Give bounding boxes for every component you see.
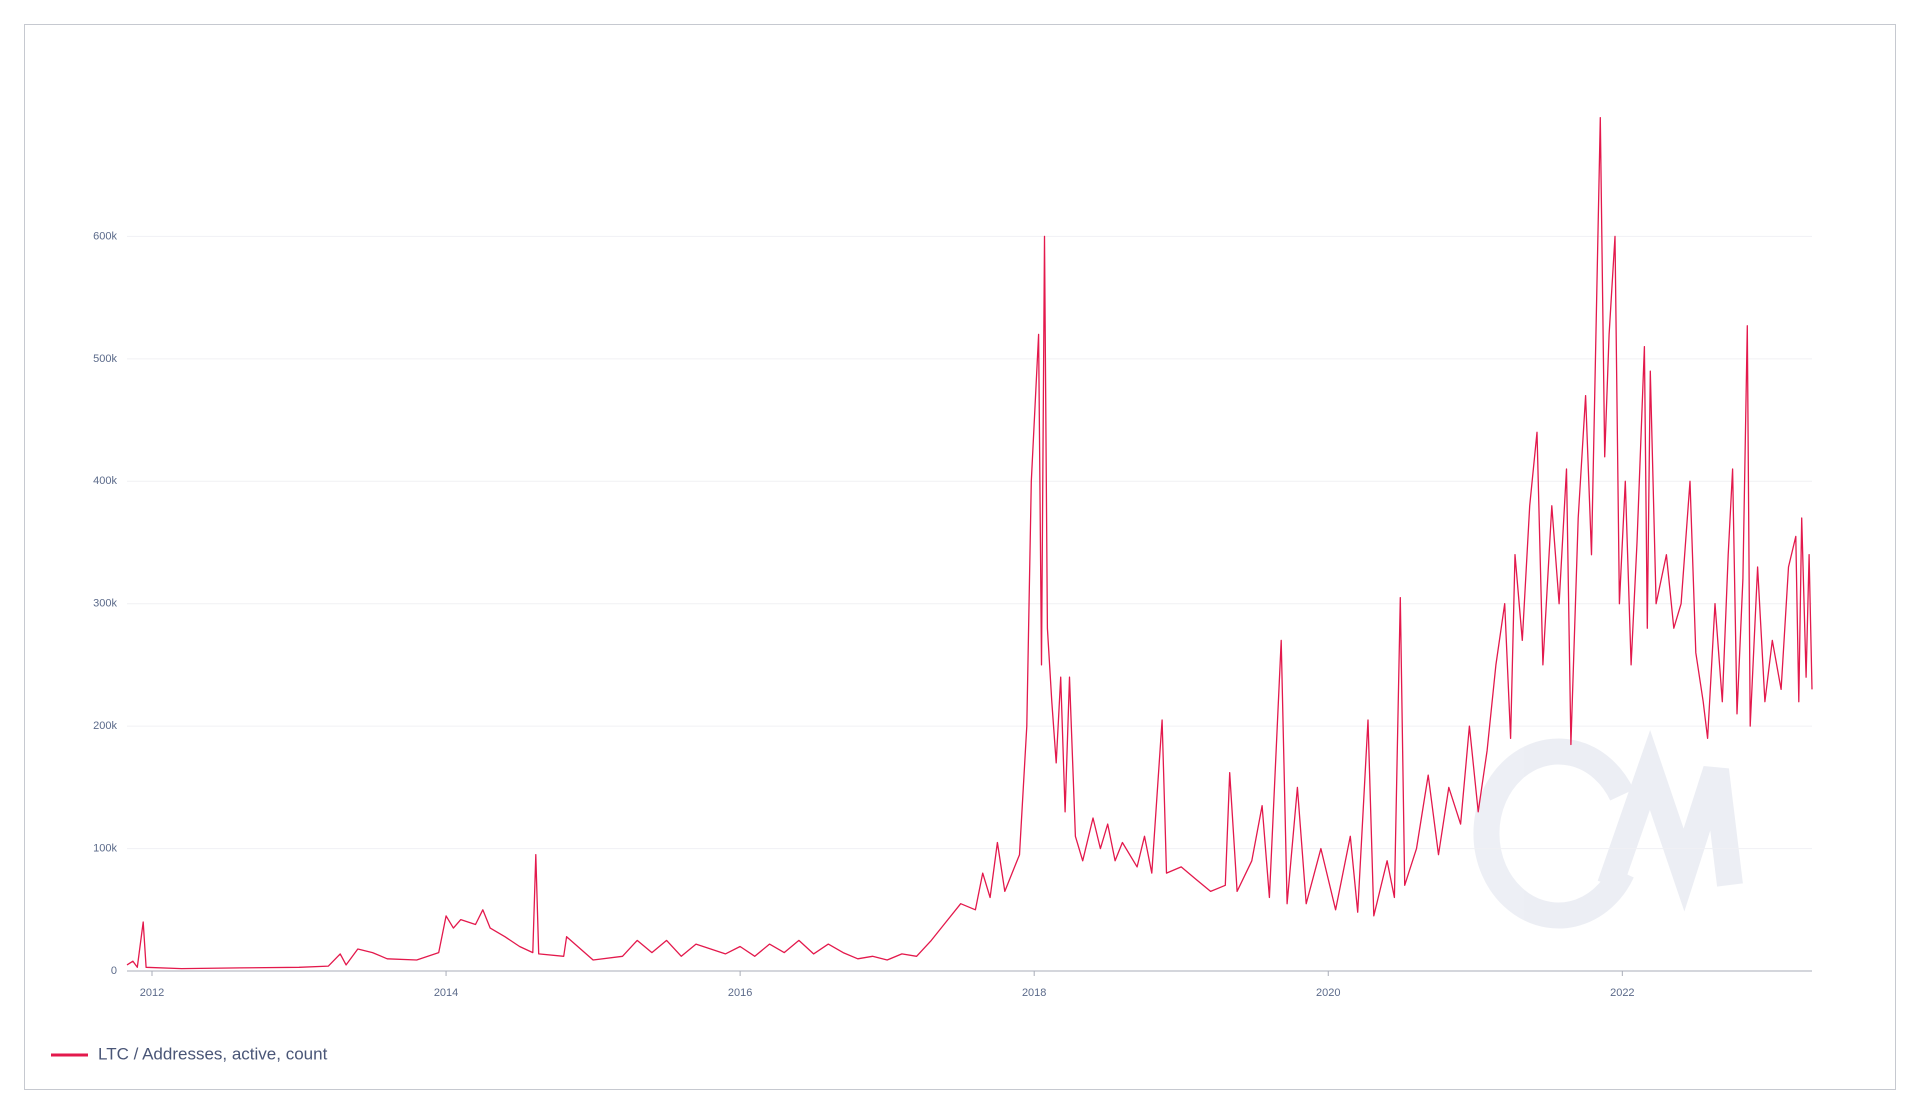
y-tick-label: 600k [93,230,117,242]
plot [126,117,1813,970]
legend-label: LTC / Addresses, active, count [98,1044,328,1063]
y-tick-label: 400k [93,475,117,487]
watermark-m [1597,730,1743,912]
chart-frame [24,24,1896,1090]
x-tick-label: 2018 [1022,987,1046,999]
y-tick-label: 0 [111,965,117,977]
y-tick-label: 300k [93,598,117,610]
y-tick-label: 200k [93,720,117,732]
y-tick-label: 500k [93,353,117,365]
x-tick-label: 2014 [434,987,458,999]
series-line [126,117,1813,970]
x-tick-label: 2022 [1610,987,1634,999]
watermark-c [1473,738,1634,929]
y-tick-label: 100k [93,842,117,854]
watermark [1473,730,1743,929]
legend: LTC / Addresses, active, count [51,1044,328,1063]
x-tick-label: 2020 [1316,987,1340,999]
grid: 0 100k 200k 300k 400k 500k 600k 2012 2014 2016 201… [93,230,1812,999]
x-tick-label: 2012 [140,987,164,999]
x-tick-label: 2016 [728,987,752,999]
